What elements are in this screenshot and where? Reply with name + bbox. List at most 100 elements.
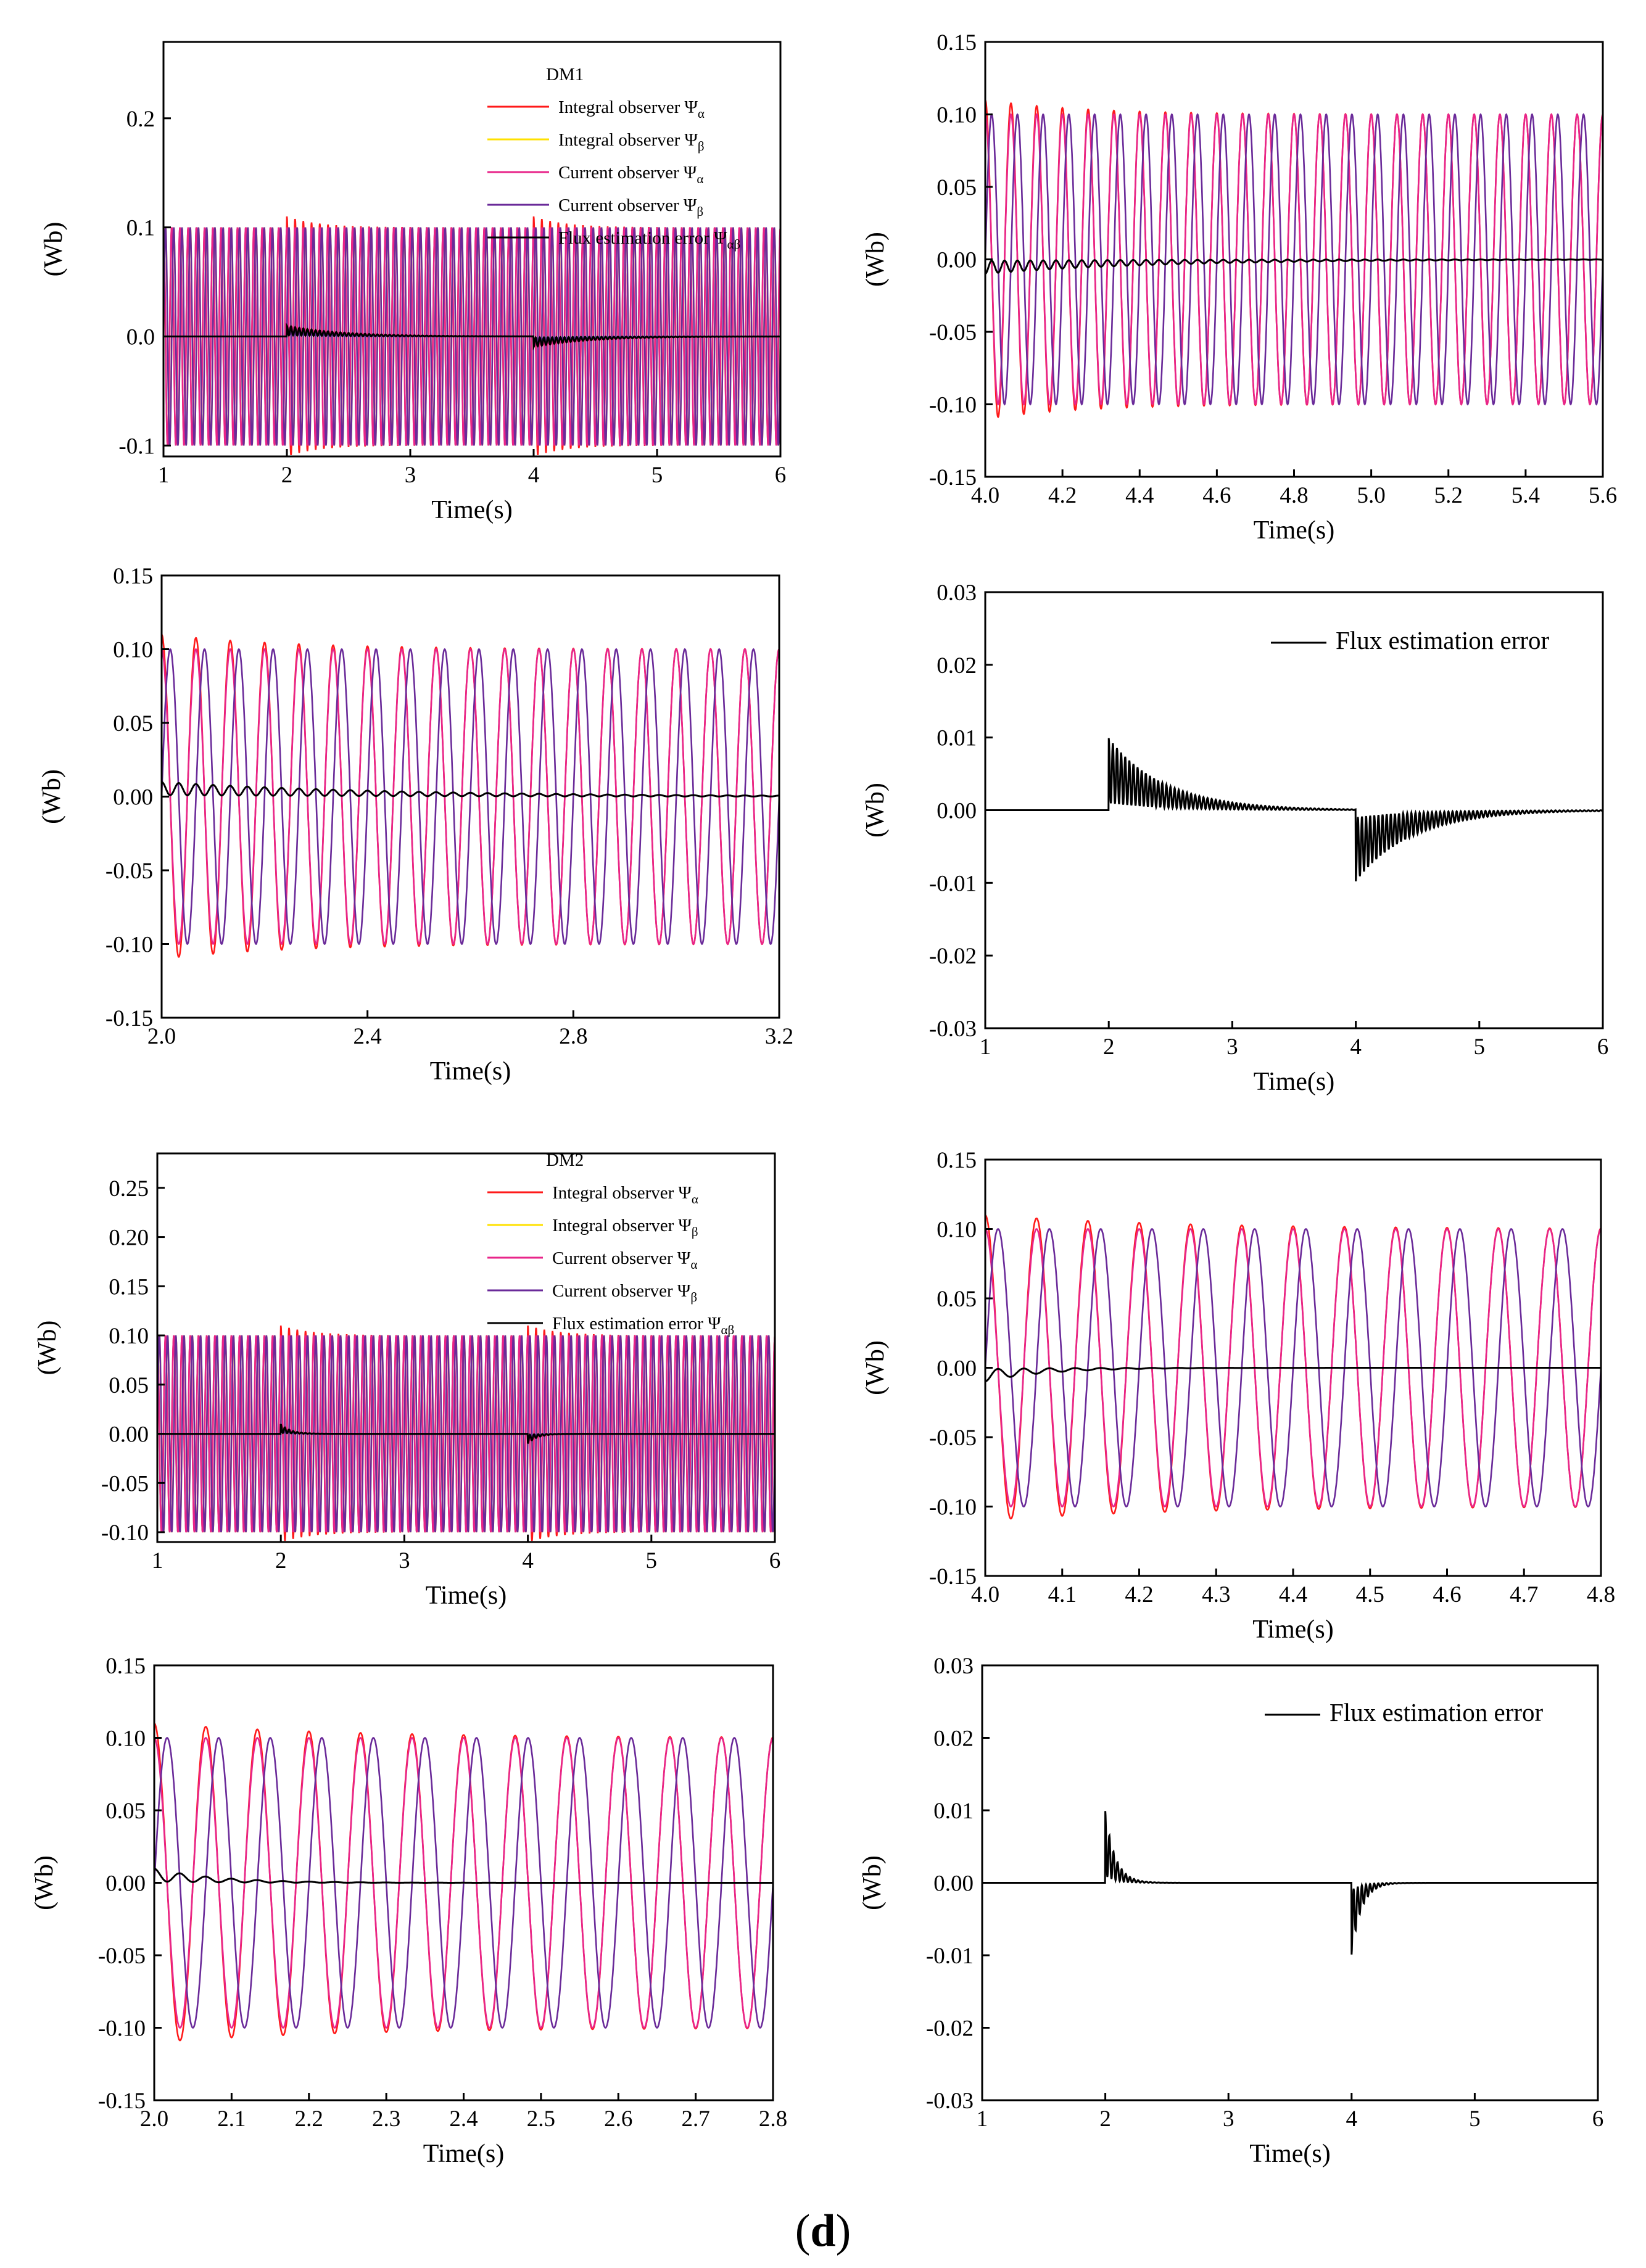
series-flux-estimation-error	[982, 1811, 1598, 1955]
legend-entry-label: Current observer Ψ	[552, 1248, 691, 1268]
x-tick-label: 5.4	[1512, 483, 1540, 508]
x-tick-label: 2.4	[354, 1024, 382, 1049]
legend-entry: Flux estimation error Ψαβ	[552, 1314, 734, 1337]
x-tick-label: 6	[769, 1548, 781, 1573]
chart-c: 2.0 2.4 2.8 3.2 -0.15 -0.10 -0.05 0.00 0.05 0.10 0…	[38, 564, 793, 1086]
x-axis-label: Time(s)	[1252, 1615, 1333, 1644]
x-tick-label: 2.2	[295, 2106, 323, 2132]
x-tick-label: 5	[1469, 2106, 1481, 2132]
x-tick-label: 4.6	[1433, 1582, 1461, 1607]
y-tick-label: 0.00	[109, 1422, 149, 1448]
y-tick-label: -0.01	[926, 1944, 974, 1969]
x-tick-label: 4.2	[1125, 1582, 1153, 1607]
legend-entry: Integral observer Ψα	[558, 97, 705, 121]
legend-entry-label: Flux estimation error Ψ	[558, 228, 727, 248]
x-tick-label: 5	[1474, 1034, 1486, 1060]
x-tick-label: 2.0	[147, 1024, 176, 1049]
x-tick-label: 2.7	[682, 2106, 710, 2132]
x-axis-label: Time(s)	[1254, 1068, 1334, 1096]
x-tick-label: 4	[1350, 1034, 1362, 1060]
y-tick-label: -0.15	[929, 465, 977, 490]
x-tick-label: 1	[980, 1034, 991, 1060]
x-tick-label: 2.0	[140, 2106, 168, 2132]
x-tick-label: 3	[1226, 1034, 1238, 1060]
series-flux-estimation-error-psi-alpha-beta	[157, 1424, 775, 1444]
x-tick-label: 5.6	[1589, 483, 1617, 508]
legend-entry-subscript: β	[697, 204, 703, 219]
y-tick-label: -0.10	[98, 2016, 146, 2042]
x-tick-label: 5	[646, 1548, 658, 1573]
y-tick-label: -0.03	[926, 2089, 974, 2114]
legend-entry-label: Flux estimation error	[1336, 626, 1550, 654]
legend-entry-label: Integral observer Ψ	[558, 130, 698, 150]
x-tick-label: 6	[1597, 1034, 1609, 1060]
y-tick-label: -0.10	[929, 393, 977, 418]
y-tick-label: 0.03	[933, 1654, 974, 1679]
y-tick-label: 0.05	[113, 711, 153, 736]
y-axis-label: (Wb)	[39, 222, 68, 277]
x-tick-label: 2.1	[217, 2106, 246, 2132]
series-integral-observer-psi-alpha	[985, 1214, 1601, 1520]
y-axis-label: (Wb)	[33, 1321, 62, 1375]
x-tick-label: 4.5	[1356, 1582, 1384, 1607]
legend-title: DM1	[546, 65, 584, 85]
series-current-observer-psi-alpha	[162, 648, 779, 946]
plot-area	[982, 1811, 1598, 1955]
x-tick-label: 6	[775, 463, 787, 488]
legend-entry: Flux estimation error Ψαβ	[558, 228, 740, 252]
series-current-observer-psi-alpha	[985, 113, 1603, 406]
y-tick-label: 0.15	[937, 30, 977, 56]
legend-entry: Current observer Ψα	[558, 163, 703, 186]
series-flux-estimation-error-psi-alpha-beta	[163, 323, 780, 351]
series-flux-estimation-error-psi-alpha-beta	[154, 1867, 773, 1884]
legend-entry-subscript: αβ	[721, 1322, 735, 1337]
y-tick-label: 0.20	[109, 1226, 149, 1251]
x-axis-label: Time(s)	[1249, 2140, 1330, 2168]
legend-entry-label: Flux estimation error	[1330, 1698, 1544, 1726]
legend-entry-subscript: β	[690, 1290, 697, 1305]
legend-entry: Current observer Ψβ	[552, 1281, 697, 1305]
y-axis-label: (Wb)	[861, 232, 890, 287]
y-tick-label: 0.10	[937, 1218, 977, 1243]
y-tick-label: -0.05	[105, 859, 153, 884]
legend-entry: Integral observer Ψβ	[558, 130, 705, 154]
legend-entry-label: Integral observer Ψ	[558, 97, 698, 117]
legend-entry: Integral observer Ψα	[552, 1183, 698, 1206]
y-tick-label: -0.01	[929, 871, 977, 896]
y-tick-label: -0.10	[929, 1495, 977, 1520]
x-axis-label: Time(s)	[431, 496, 512, 524]
legend-entry-label: Current observer Ψ	[552, 1281, 691, 1301]
x-tick-label: 3	[405, 463, 416, 488]
x-tick-label: 2.8	[559, 1024, 587, 1049]
legend-entry: Flux estimation error	[1336, 626, 1550, 654]
x-tick-label: 2.6	[604, 2106, 632, 2132]
y-tick-label: 0.2	[126, 107, 155, 132]
x-axis-label: Time(s)	[1254, 516, 1334, 545]
y-axis-label: (Wb)	[38, 769, 66, 824]
y-tick-label: 0.05	[109, 1373, 149, 1398]
y-tick-label: -0.10	[101, 1520, 149, 1546]
y-tick-label: 0.15	[105, 1654, 146, 1679]
y-tick-label: -0.05	[101, 1471, 149, 1496]
y-tick-label: 0.00	[113, 785, 153, 810]
x-tick-label: 4.8	[1587, 1582, 1615, 1607]
legend-title: DM2	[546, 1150, 584, 1170]
x-tick-label: 2	[281, 463, 293, 488]
series-flux-estimation-error-psi-alpha-beta	[985, 258, 1603, 275]
y-tick-label: -0.15	[929, 1564, 977, 1590]
x-tick-label: 4	[528, 463, 540, 488]
x-tick-label: 1	[158, 463, 170, 488]
y-axis-label: (Wb)	[858, 1855, 887, 1910]
x-tick-label: 6	[1592, 2106, 1604, 2132]
y-tick-label: -0.10	[105, 933, 153, 958]
chart-a: 1 2 3 4 5 6 -0.1 0.0 0.1 0.2 Time(s) (Wb) DM1 Integra…	[39, 41, 787, 524]
plot-area	[985, 1214, 1601, 1520]
plot-area	[985, 738, 1603, 881]
legend-entry-subscript: β	[692, 1224, 698, 1239]
y-tick-label: 0.10	[937, 103, 977, 128]
y-tick-label: 0.00	[937, 1356, 977, 1382]
y-tick-label: 0.15	[113, 564, 153, 589]
y-tick-label: -0.05	[929, 320, 977, 345]
